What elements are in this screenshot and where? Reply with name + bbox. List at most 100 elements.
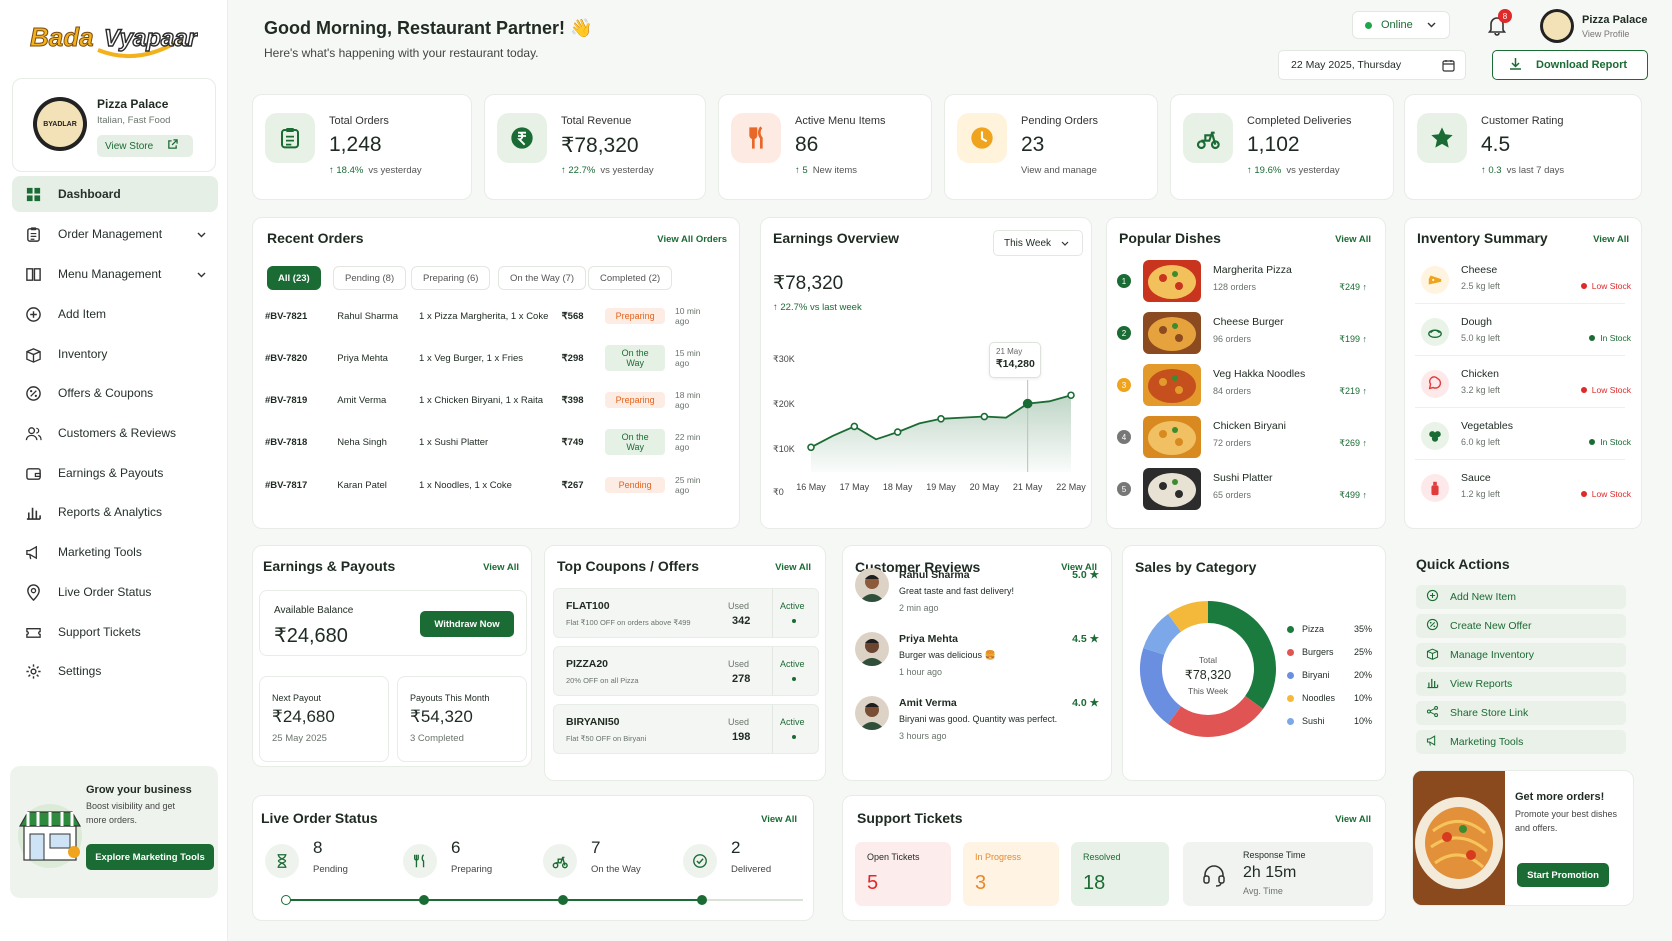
order-tab[interactable]: Pending (8): [333, 266, 407, 290]
view-all-support-link[interactable]: View All: [1335, 814, 1371, 825]
stock-dot: [1580, 387, 1587, 393]
next-payout-value: ₹24,680: [272, 707, 335, 726]
inventory-item[interactable]: Vegetables 6.0 kg left In Stock: [1415, 416, 1631, 460]
live-status-delivered[interactable]: 2 Delivered: [683, 838, 813, 888]
donut-slice-biryani[interactable]: [1140, 647, 1182, 725]
quick-action-share-store-link[interactable]: Share Store Link: [1416, 701, 1626, 725]
stat-card-completed-deliveries[interactable]: Completed Deliveries 1,102 ↑ 19.6% vs yeste…: [1170, 94, 1394, 200]
stat-label: Completed Deliveries: [1247, 115, 1352, 127]
donut-slice-burgers[interactable]: [1168, 695, 1264, 737]
sidebar-item-menu-management[interactable]: Menu Management: [12, 256, 218, 292]
sidebar-item-add-item[interactable]: Add Item: [12, 296, 218, 332]
explore-marketing-button[interactable]: Explore Marketing Tools: [86, 844, 214, 870]
quick-action-manage-inventory[interactable]: Manage Inventory: [1416, 643, 1626, 667]
sidebar-item-order-management[interactable]: Order Management: [12, 216, 218, 252]
in-progress-box[interactable]: In Progress 3: [963, 842, 1059, 906]
donut-center-label: Total: [1199, 655, 1217, 665]
live-status-pending[interactable]: 8 Pending: [265, 838, 395, 888]
inventory-name: Sauce: [1461, 472, 1491, 484]
sidebar-item-label: Offers & Coupons: [58, 386, 154, 400]
period-dropdown[interactable]: This Week: [993, 230, 1083, 256]
dish-item[interactable]: 2 Cheese Burger 96 orders ₹199 ↑: [1117, 312, 1367, 356]
store-illustration: [14, 796, 86, 868]
quick-action-add-new-item[interactable]: Add New Item: [1416, 585, 1626, 609]
view-all-orders-link[interactable]: View All Orders: [657, 234, 727, 245]
order-tab[interactable]: Completed (2): [588, 266, 673, 290]
table-row[interactable]: #BV-7821 Rahul Sharma 1 x Pizza Margherita…: [265, 306, 715, 326]
open-tickets-box[interactable]: Open Tickets 5: [855, 842, 951, 906]
review-item[interactable]: Priya Mehta 4.5 ★ Burger was delicious 🍔 1 …: [855, 632, 1105, 692]
dish-item[interactable]: 5 Sushi Platter 65 orders ₹499 ↑: [1117, 468, 1367, 512]
coupon-status: Active: [780, 717, 805, 727]
stat-card-total-orders[interactable]: Total Orders 1,248 ↑ 18.4% vs yesterday: [252, 94, 472, 200]
view-all-dishes-link[interactable]: View All: [1335, 234, 1371, 245]
profile-menu[interactable]: Pizza Palace View Profile: [1540, 8, 1660, 44]
start-promotion-button[interactable]: Start Promotion: [1517, 863, 1609, 887]
sidebar-item-dashboard[interactable]: Dashboard: [12, 176, 218, 212]
donut-slice-noodles[interactable]: [1168, 601, 1209, 633]
resolved-box[interactable]: Resolved 18: [1071, 842, 1169, 906]
table-row[interactable]: #BV-7819 Amit Verma 1 x Chicken Biryani, 1…: [265, 390, 715, 410]
sidebar-item-settings[interactable]: Settings: [12, 653, 218, 689]
inventory-item[interactable]: Sauce 1.2 kg left Low Stock: [1415, 468, 1631, 512]
table-row[interactable]: #BV-7818 Neha Singh 1 x Sushi Platter ₹749 O…: [265, 429, 715, 455]
coupon-item[interactable]: PIZZA20 20% OFF on all Pizza Used 278 Active: [553, 646, 819, 696]
data-point[interactable]: [937, 415, 945, 423]
order-tab[interactable]: All (23): [267, 266, 321, 290]
dish-name: Margherita Pizza: [1213, 264, 1292, 276]
quick-action-create-new-offer[interactable]: Create New Offer: [1416, 614, 1626, 638]
data-point[interactable]: [893, 428, 902, 436]
review-item[interactable]: Amit Verma 4.0 ★ Biryani was good. Quantit…: [855, 696, 1105, 756]
sidebar-item-customers-reviews[interactable]: Customers & Reviews: [12, 415, 218, 451]
sidebar-item-support-tickets[interactable]: Support Tickets: [12, 614, 218, 650]
data-point[interactable]: [980, 412, 989, 421]
view-all-inventory-link[interactable]: View All: [1593, 234, 1629, 245]
stat-card-pending-orders[interactable]: Pending Orders 23 View and manage: [944, 94, 1158, 200]
order-tab[interactable]: Preparing (6): [411, 266, 491, 290]
table-row[interactable]: #BV-7820 Priya Mehta 1 x Veg Burger, 1 x F…: [265, 345, 715, 371]
brand-logo[interactable]: Bada Vyapaar: [28, 14, 199, 62]
donut-slice-pizza[interactable]: [1207, 601, 1276, 709]
download-report-button[interactable]: Download Report: [1492, 50, 1648, 80]
quick-action-marketing-tools[interactable]: Marketing Tools: [1416, 730, 1626, 754]
review-item[interactable]: Rahul Sharma 5.0 ★ Great taste and fast de…: [855, 568, 1105, 628]
avatar: [1540, 9, 1574, 43]
data-point[interactable]: [807, 443, 815, 452]
quick-action-view-reports[interactable]: View Reports: [1416, 672, 1626, 696]
stat-card-total-revenue[interactable]: Total Revenue ₹78,320 ↑ 22.7% vs yesterday: [484, 94, 706, 200]
view-all-reviews-link[interactable]: View All: [1061, 562, 1097, 573]
date-picker[interactable]: 22 May 2025, Thursday: [1278, 50, 1466, 80]
sidebar-item-reports-analytics[interactable]: Reports & Analytics: [12, 494, 218, 530]
review-time: 1 hour ago: [899, 667, 943, 677]
donut-slice-sushi[interactable]: [1143, 613, 1182, 656]
sidebar-item-inventory[interactable]: Inventory: [12, 336, 218, 372]
data-point[interactable]: [1022, 398, 1033, 409]
notification-bell[interactable]: 8: [1486, 9, 1512, 38]
coupon-item[interactable]: BIRYANI50 Flat ₹50 OFF on Biryani Used 198 A…: [553, 704, 819, 754]
online-status-dropdown[interactable]: Online: [1352, 11, 1450, 39]
inventory-item[interactable]: Chicken 3.2 kg left Low Stock: [1415, 364, 1631, 408]
dish-item[interactable]: 1 Margherita Pizza 128 orders ₹249 ↑: [1117, 260, 1367, 304]
dish-item[interactable]: 3 Veg Hakka Noodles 84 orders ₹219 ↑: [1117, 364, 1367, 408]
view-all-payouts-link[interactable]: View All: [483, 562, 519, 573]
stat-card-active-menu-items[interactable]: Active Menu Items 86 ↑ 5 New items: [718, 94, 932, 200]
view-all-coupons-link[interactable]: View All: [775, 562, 811, 573]
sidebar-item-marketing-tools[interactable]: Marketing Tools: [12, 534, 218, 570]
data-point[interactable]: [850, 422, 859, 431]
data-point[interactable]: [1067, 391, 1075, 400]
withdraw-now-button[interactable]: Withdraw Now: [420, 611, 514, 637]
view-store-button[interactable]: View Store: [97, 135, 193, 157]
coupon-item[interactable]: FLAT100 Flat ₹100 OFF on orders above ₹49…: [553, 588, 819, 638]
sidebar-item-earnings-payouts[interactable]: Earnings & Payouts: [12, 455, 218, 491]
inventory-item[interactable]: Dough 5.0 kg left In Stock: [1415, 312, 1631, 356]
live-status-preparing[interactable]: 6 Preparing: [403, 838, 533, 888]
sidebar-item-offers-coupons[interactable]: Offers & Coupons: [12, 375, 218, 411]
sidebar-item-live-order-status[interactable]: Live Order Status: [12, 574, 218, 610]
order-tab[interactable]: On the Way (7): [498, 266, 587, 290]
view-all-live-link[interactable]: View All: [761, 814, 797, 825]
stat-card-customer-rating[interactable]: Customer Rating 4.5 ↑ 0.3 vs last 7 days: [1404, 94, 1642, 200]
live-status-on-the-way[interactable]: 7 On the Way: [543, 838, 673, 888]
inventory-item[interactable]: Cheese 2.5 kg left Low Stock: [1415, 260, 1631, 304]
table-row[interactable]: #BV-7817 Karan Patel 1 x Noodles, 1 x Coke…: [265, 475, 715, 495]
dish-item[interactable]: 4 Chicken Biryani 72 orders ₹269 ↑: [1117, 416, 1367, 460]
